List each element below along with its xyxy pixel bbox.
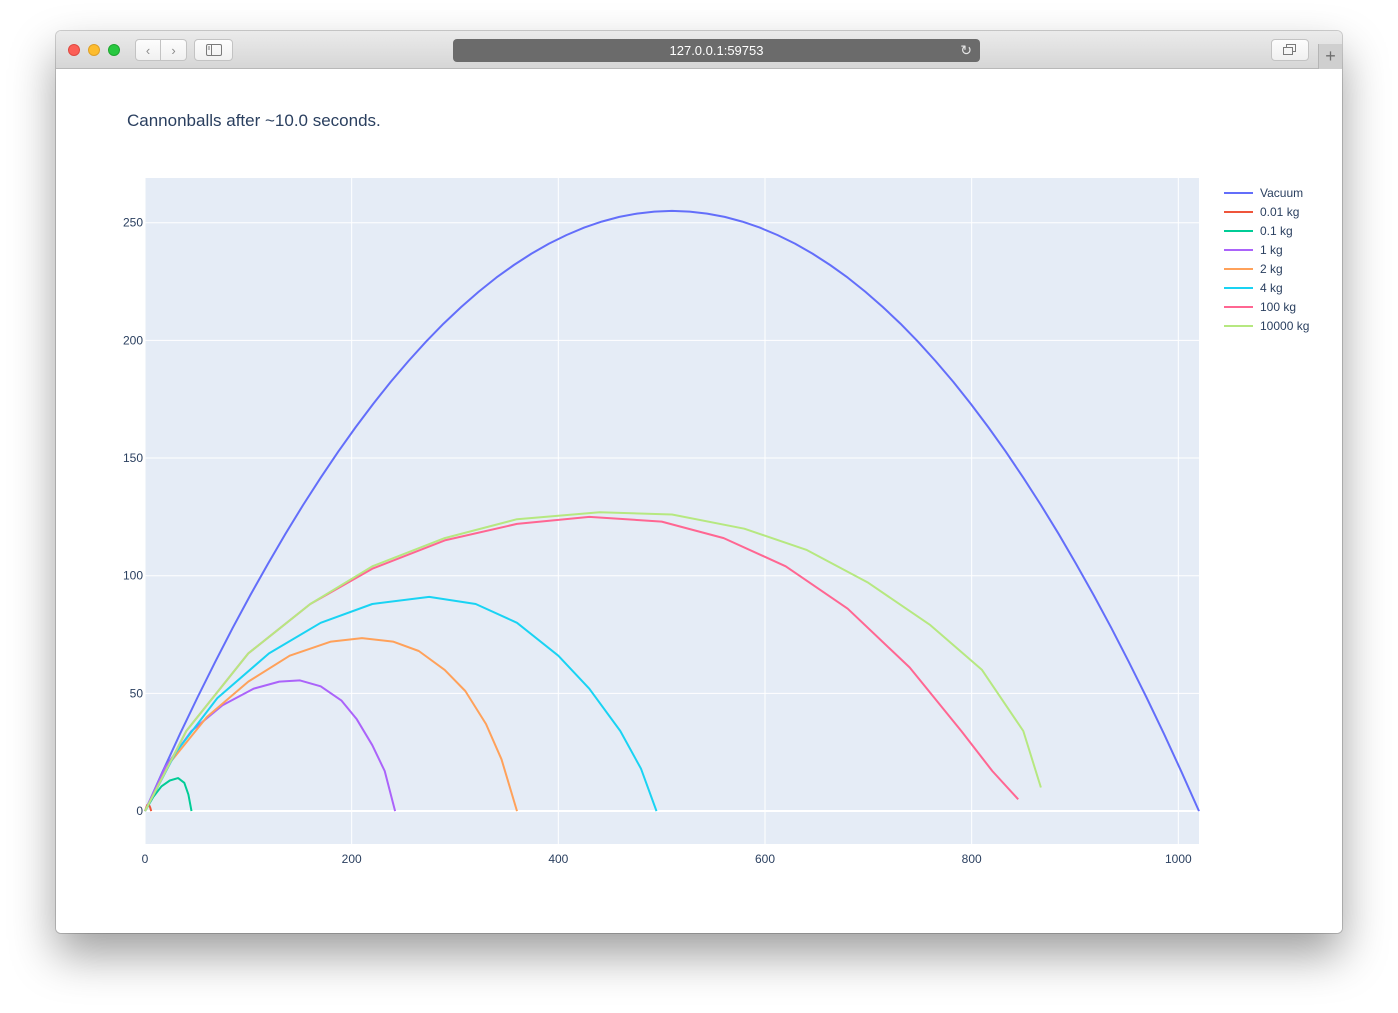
navigation-buttons: ‹ › bbox=[135, 39, 187, 61]
y-tick-label: 250 bbox=[123, 216, 143, 230]
tabs-overview-icon bbox=[1283, 44, 1296, 55]
y-tick-label: 200 bbox=[123, 333, 143, 347]
x-tick-label: 600 bbox=[755, 852, 775, 866]
sidebar-icon bbox=[205, 44, 222, 56]
legend-label: 4 kg bbox=[1260, 280, 1283, 295]
series-line bbox=[144, 595, 658, 812]
legend-item[interactable]: 0.01 kg bbox=[1224, 202, 1309, 221]
legend-item[interactable]: 10000 kg bbox=[1224, 316, 1309, 335]
x-tick-label: 800 bbox=[962, 852, 982, 866]
x-tick-label: 1000 bbox=[1165, 852, 1192, 866]
browser-toolbar: ‹ › 127.0.0.1:59753 ↻ bbox=[56, 31, 1342, 69]
legend-item[interactable]: 100 kg bbox=[1224, 297, 1309, 316]
series-line bbox=[144, 209, 1200, 812]
zoom-window-button[interactable] bbox=[108, 44, 120, 56]
x-tick-label: 200 bbox=[342, 852, 362, 866]
legend-label: 0.1 kg bbox=[1260, 223, 1293, 238]
y-tick-label: 0 bbox=[136, 804, 143, 818]
legend-swatch bbox=[1224, 305, 1253, 308]
plus-icon: + bbox=[1325, 46, 1336, 66]
legend-swatch bbox=[1224, 210, 1253, 213]
url-text: 127.0.0.1:59753 bbox=[669, 43, 764, 58]
legend-item[interactable]: 1 kg bbox=[1224, 240, 1309, 259]
minimize-window-button[interactable] bbox=[88, 44, 100, 56]
page-content: Cannonballs after ~10.0 seconds. 0 200 400… bbox=[56, 69, 1342, 933]
forward-button[interactable]: › bbox=[161, 39, 187, 61]
legend: Vacuum 0.01 kg 0.1 kg 1 kg 2 kg 4 kg 100 kg 100… bbox=[1224, 183, 1309, 335]
legend-item[interactable]: Vacuum bbox=[1224, 183, 1309, 202]
chevron-right-icon: › bbox=[171, 42, 176, 58]
legend-swatch bbox=[1224, 248, 1253, 251]
browser-window: ‹ › 127.0.0.1:59753 ↻ + bbox=[56, 31, 1342, 933]
show-tabs-button[interactable] bbox=[1271, 39, 1309, 61]
legend-swatch bbox=[1224, 286, 1253, 289]
trajectory-plot: 0 200 400 600 800 1000 0 50 100 150 200 250 bbox=[123, 178, 1200, 866]
legend-item[interactable]: 4 kg bbox=[1224, 278, 1309, 297]
x-tick-label: 0 bbox=[142, 852, 149, 866]
back-button[interactable]: ‹ bbox=[135, 39, 161, 61]
y-tick-label: 150 bbox=[123, 451, 143, 465]
legend-label: 1 kg bbox=[1260, 242, 1283, 257]
legend-label: 100 kg bbox=[1260, 299, 1297, 314]
legend-swatch bbox=[1224, 191, 1253, 194]
legend-swatch bbox=[1224, 229, 1253, 232]
plot-area bbox=[145, 178, 1199, 844]
y-tick-label: 50 bbox=[130, 686, 144, 700]
x-tick-label: 400 bbox=[548, 852, 568, 866]
series-line bbox=[144, 777, 193, 812]
series-line bbox=[144, 637, 518, 812]
legend-label: Vacuum bbox=[1260, 185, 1304, 200]
legend-label: 10000 kg bbox=[1260, 318, 1310, 333]
chevron-left-icon: ‹ bbox=[145, 42, 151, 58]
chart-title: Cannonballs after ~10.0 seconds. bbox=[127, 111, 381, 130]
reload-icon[interactable]: ↻ bbox=[960, 42, 972, 58]
y-tick-label: 100 bbox=[123, 569, 143, 583]
new-tab-button[interactable]: + bbox=[1318, 44, 1342, 69]
legend-label: 2 kg bbox=[1260, 261, 1283, 276]
legend-item[interactable]: 2 kg bbox=[1224, 259, 1309, 278]
legend-swatch bbox=[1224, 324, 1253, 327]
sidebar-toggle-button[interactable] bbox=[194, 39, 233, 61]
legend-item[interactable]: 0.1 kg bbox=[1224, 221, 1309, 240]
legend-swatch bbox=[1224, 267, 1253, 270]
legend-label: 0.01 kg bbox=[1260, 204, 1300, 219]
address-bar[interactable]: 127.0.0.1:59753 ↻ bbox=[453, 39, 980, 62]
series-line bbox=[144, 511, 1042, 812]
close-window-button[interactable] bbox=[68, 44, 80, 56]
